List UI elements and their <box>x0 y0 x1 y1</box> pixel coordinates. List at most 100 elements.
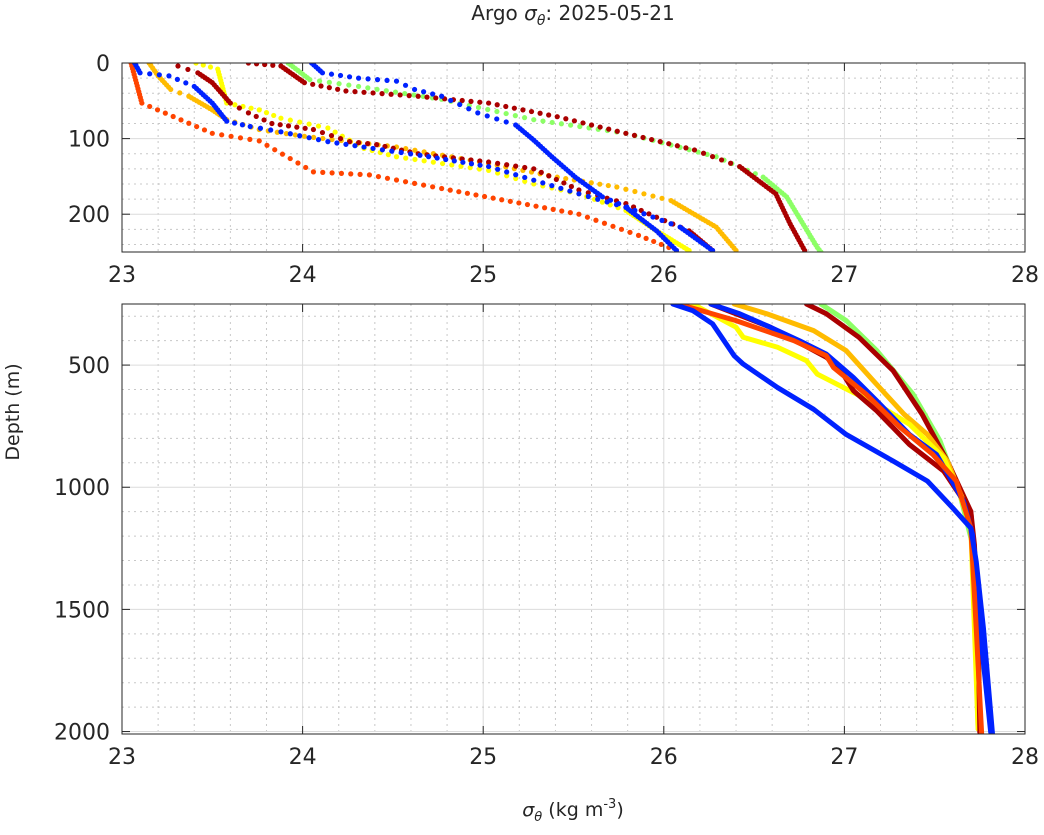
profile-lightgreen-marker <box>494 108 500 115</box>
profile-orangered-marker <box>264 142 270 148</box>
profile-darkred-1-marker <box>585 190 591 196</box>
profile-orangered-marker <box>533 203 539 209</box>
profile-yellow-marker <box>403 155 409 161</box>
profile-orangered-marker <box>411 180 418 186</box>
profile-blue-1-marker <box>567 188 573 194</box>
profile-blue-1-marker <box>268 127 274 133</box>
profile-orangered-marker <box>490 195 496 201</box>
profile-yellow-marker <box>686 247 692 252</box>
profile-darkred-1-marker <box>337 136 344 142</box>
y-tick-label: 1500 <box>54 598 110 623</box>
profile-darkred-2-marker <box>424 94 430 100</box>
profile-darkred-2-marker <box>546 112 552 118</box>
profile-darkred-2-marker <box>674 143 680 149</box>
profile-darkred-2-marker <box>503 103 509 110</box>
profile-blue-1-marker <box>297 133 303 139</box>
profile-orangered-marker <box>329 170 335 176</box>
profile-gold-marker <box>168 86 174 93</box>
profile-orangered-marker <box>618 226 625 232</box>
profile-darkred-2-marker <box>343 88 349 94</box>
series-group <box>128 63 824 252</box>
profile-blue-1-marker <box>513 172 519 178</box>
profile-yellow-marker <box>315 123 322 129</box>
profile-orangered-marker <box>357 171 363 177</box>
profile-orangered-marker <box>627 229 633 235</box>
profile-blue-1-marker <box>595 196 601 202</box>
profile-orangered-marker <box>310 169 317 175</box>
profile-darkred-1-marker <box>328 132 335 139</box>
profile-gold-marker <box>311 134 317 140</box>
profile-darkred-2-marker <box>640 134 646 141</box>
profile-darkred-2-marker <box>335 86 341 92</box>
profile-blue-1-marker <box>451 158 457 164</box>
profile-blue-1-marker <box>183 80 189 86</box>
profile-darkred-1-marker <box>531 166 537 172</box>
profile-yellow-marker <box>513 175 519 182</box>
profile-gold-marker <box>733 247 739 252</box>
profile-blue-1-marker <box>166 73 172 79</box>
profile-blue-1-marker <box>460 159 466 165</box>
profile-orangered-marker <box>338 170 345 176</box>
profile-orangered-marker <box>194 123 200 130</box>
profile-blue-1-marker <box>147 71 153 77</box>
profile-yellow-marker <box>306 121 312 127</box>
profile-darkred-2-marker <box>310 81 316 87</box>
profile-lightgreen-marker <box>485 106 491 113</box>
profile-blue-1-marker <box>239 122 245 128</box>
profile-darkred-2-marker <box>614 128 620 134</box>
profile-blue-2-marker <box>457 101 463 108</box>
profile-darkred-2-marker <box>301 80 308 86</box>
profile-lightgreen-marker <box>475 104 482 111</box>
profile-blue-1-marker <box>558 185 564 191</box>
profile-orangered-marker <box>456 189 462 195</box>
profile-lightgreen-marker <box>374 86 380 92</box>
profile-gold-marker <box>403 145 409 152</box>
profile-blue-1-marker <box>352 143 358 149</box>
panel-lower: 23 24 25 26 27 28 500 1000 1500 2000 <box>54 303 1039 770</box>
profile-orangered-marker <box>576 211 582 217</box>
profile-orangered-marker <box>154 107 161 113</box>
profile-lightgreen-marker <box>307 77 313 83</box>
profile-blue-2-marker <box>659 217 665 223</box>
profile-gold-marker <box>605 182 611 189</box>
profile-darkred-1-marker <box>269 120 275 127</box>
profile-orangered-marker <box>402 179 409 185</box>
profile-blue-1-marker <box>468 161 475 167</box>
profile-blue-1-marker <box>325 139 331 145</box>
profile-blue-2-marker <box>484 113 490 119</box>
profile-blue-1-marker <box>443 156 449 163</box>
x-tick-label: 25 <box>469 263 497 288</box>
profile-orangered-marker <box>162 110 168 116</box>
profile-blue-2-marker <box>650 214 656 220</box>
profile-lightgreen-marker <box>568 122 574 128</box>
profile-darkred-1-marker <box>319 129 326 136</box>
profile-orangered-marker <box>228 133 234 139</box>
profile-darkred-2-marker <box>511 105 517 111</box>
profile-darkred-2-marker <box>520 107 526 113</box>
profile-blue-1-marker <box>613 202 620 208</box>
x-axis-label: σθ (kg m-3) <box>522 797 623 825</box>
profile-orangered-marker <box>447 187 453 193</box>
profile-orangered-marker <box>366 172 373 178</box>
x-tick-label: 28 <box>1011 745 1039 770</box>
profile-lightgreen-marker <box>316 78 323 84</box>
profile-yellow-marker <box>458 163 464 169</box>
profile-blue-1-marker <box>389 148 395 154</box>
profile-lightgreen-marker <box>336 81 342 87</box>
profile-darkred-2-marker <box>709 153 716 160</box>
profile-yellow-marker <box>439 160 446 167</box>
profile-orangered-marker <box>651 238 657 245</box>
profile-yellow-marker <box>248 105 254 111</box>
profile-darkred-2-marker <box>352 89 358 95</box>
profile-blue-2-marker <box>365 76 371 82</box>
profile-darkred-2-marker <box>253 63 260 67</box>
profile-darkred-1-marker <box>553 176 559 183</box>
profile-yellow-marker <box>332 129 338 135</box>
profile-orangered-marker <box>610 223 616 229</box>
profile-lightgreen-marker <box>402 90 408 97</box>
profile-gold-marker <box>320 135 326 142</box>
profile-lightgreen-marker <box>503 110 509 117</box>
profile-gold-marker <box>563 175 569 182</box>
profile-darkred-1-marker <box>236 105 242 111</box>
plot-area <box>122 304 1025 734</box>
